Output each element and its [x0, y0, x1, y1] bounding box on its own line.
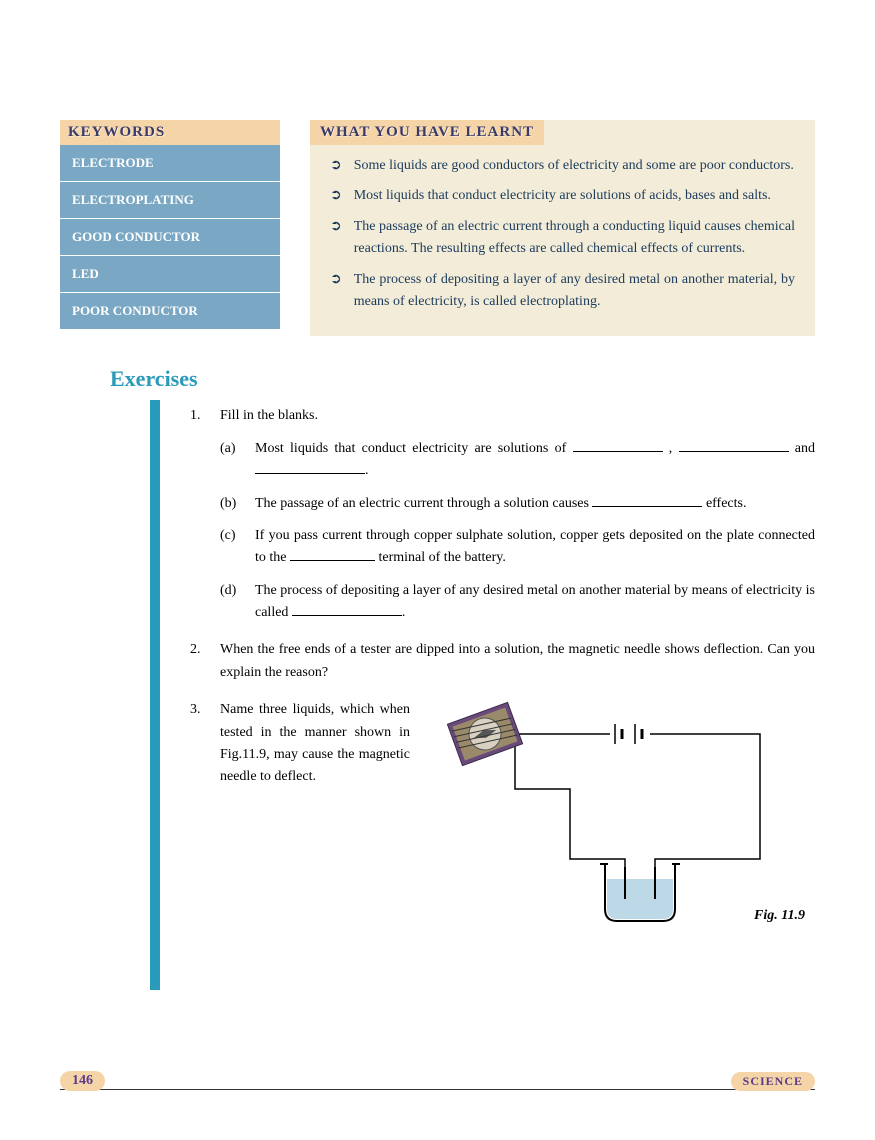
keyword-item: LED [60, 256, 280, 293]
q3-text: Name three liquids, which when tested in… [220, 699, 410, 937]
exercise-3: 3. Name three liquids, which when tested… [190, 699, 815, 937]
q3-content: Name three liquids, which when tested in… [220, 699, 815, 937]
exercise-number: 3. [190, 699, 220, 937]
exercises-body: 1. Fill in the blanks. (a) Most liquids … [150, 400, 815, 990]
learnt-header: WHAT YOU HAVE LEARNT [310, 120, 544, 145]
learnt-text: Most liquids that conduct electricity ar… [354, 185, 771, 207]
blank [679, 451, 789, 452]
q1d-text: The process of depositing a layer of any… [255, 580, 815, 625]
exercise-1: 1. Fill in the blanks. (a) Most liquids … [190, 405, 815, 624]
learnt-box: WHAT YOU HAVE LEARNT ➲ Some liquids are … [310, 120, 815, 336]
q1c-text: If you pass current through copper sulph… [255, 525, 815, 570]
learnt-item: ➲ Some liquids are good conductors of el… [330, 155, 795, 177]
top-section: KEYWORDS ELECTRODE ELECTROPLATING GOOD C… [60, 120, 815, 336]
sub-label: (a) [220, 438, 255, 483]
blank [592, 506, 702, 507]
q1-intro: Fill in the blanks. [220, 405, 815, 427]
blank [290, 560, 375, 561]
figure-11-9: Fig. 11.9 [430, 699, 815, 937]
learnt-item: ➲ Most liquids that conduct electricity … [330, 185, 795, 207]
blank [255, 473, 365, 474]
keyword-item: ELECTRODE [60, 145, 280, 182]
page-number: 146 [60, 1071, 105, 1091]
circuit-diagram-icon [430, 699, 790, 929]
figure-label: Fig. 11.9 [754, 905, 805, 927]
learnt-text: The passage of an electric current throu… [354, 216, 795, 261]
keywords-box: KEYWORDS ELECTRODE ELECTROPLATING GOOD C… [60, 120, 280, 336]
bullet-icon: ➲ [330, 269, 342, 314]
q2-text: When the free ends of a tester are dippe… [220, 639, 815, 684]
sub-label: (b) [220, 493, 255, 515]
q1c: (c) If you pass current through copper s… [220, 525, 815, 570]
learnt-text: The process of depositing a layer of any… [354, 269, 795, 314]
page-footer: 146 SCIENCE [60, 1068, 815, 1090]
q1b: (b) The passage of an electric current t… [220, 493, 815, 515]
keyword-item: GOOD CONDUCTOR [60, 219, 280, 256]
exercises-header: Exercises [110, 366, 815, 392]
bullet-icon: ➲ [330, 216, 342, 261]
q1d: (d) The process of depositing a layer of… [220, 580, 815, 625]
exercise-number: 1. [190, 405, 220, 624]
learnt-list: ➲ Some liquids are good conductors of el… [310, 155, 815, 313]
sub-label: (c) [220, 525, 255, 570]
exercise-2: 2. When the free ends of a tester are di… [190, 639, 815, 684]
learnt-item: ➲ The process of depositing a layer of a… [330, 269, 795, 314]
exercise-number: 2. [190, 639, 220, 684]
blank [292, 615, 402, 616]
keyword-item: POOR CONDUCTOR [60, 293, 280, 329]
keywords-header: KEYWORDS [60, 120, 280, 145]
keywords-list: ELECTRODE ELECTROPLATING GOOD CONDUCTOR … [60, 145, 280, 329]
q1a: (a) Most liquids that conduct electricit… [220, 438, 815, 483]
q1a-text: Most liquids that conduct electricity ar… [255, 438, 815, 483]
sub-label: (d) [220, 580, 255, 625]
footer-subject: SCIENCE [731, 1072, 815, 1091]
keyword-item: ELECTROPLATING [60, 182, 280, 219]
bullet-icon: ➲ [330, 185, 342, 207]
learnt-text: Some liquids are good conductors of elec… [354, 155, 794, 177]
learnt-item: ➲ The passage of an electric current thr… [330, 216, 795, 261]
bullet-icon: ➲ [330, 155, 342, 177]
q1b-text: The passage of an electric current throu… [255, 493, 747, 515]
blank [573, 451, 663, 452]
exercise-content: Fill in the blanks. (a) Most liquids tha… [220, 405, 815, 624]
